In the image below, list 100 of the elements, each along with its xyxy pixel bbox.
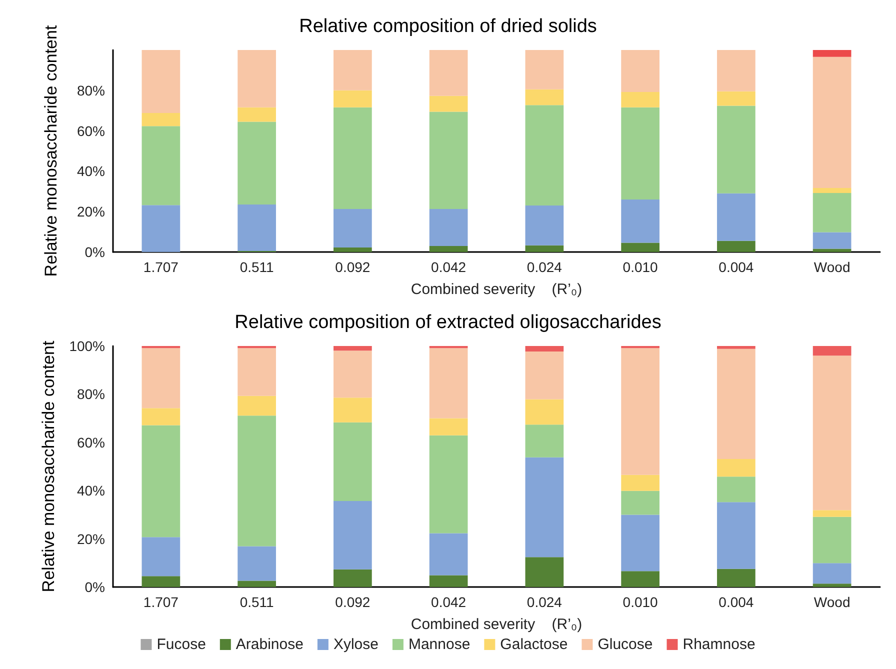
bar — [525, 50, 564, 90]
bar — [717, 91, 756, 106]
bar — [429, 50, 468, 96]
y-tick-label: 20% — [76, 204, 105, 220]
x-tick-label: 0.004 — [718, 259, 754, 275]
bar — [334, 248, 372, 252]
x-tick-label: 0.092 — [335, 259, 370, 275]
y-axis-title: Relative monosaccharide content — [38, 340, 58, 592]
bar — [621, 242, 660, 252]
bar — [717, 346, 756, 349]
bar — [717, 502, 756, 569]
y-tick-label: 40% — [76, 163, 105, 180]
bar — [238, 107, 276, 122]
y-tick-label: 60% — [76, 434, 105, 450]
bar — [812, 563, 852, 584]
legend-label: Xylose — [333, 636, 378, 653]
bar — [142, 113, 180, 126]
bar — [812, 232, 852, 249]
bar — [429, 418, 468, 436]
x-axis-title: Combined severity (R’₀) — [410, 281, 582, 298]
bar — [621, 50, 660, 92]
legend-label: Arabinose — [236, 636, 304, 653]
bar — [812, 584, 852, 587]
x-tick-label: 0.024 — [526, 259, 562, 275]
bar — [525, 206, 564, 246]
bar — [525, 89, 564, 106]
x-tick-label: 1.707 — [143, 594, 179, 610]
bar — [429, 208, 468, 246]
legend-label: Galactose — [500, 636, 568, 653]
bar — [525, 352, 564, 400]
bar — [238, 580, 276, 587]
bar — [525, 424, 564, 458]
bar — [238, 396, 276, 416]
bar — [334, 569, 372, 587]
bar — [525, 245, 564, 252]
y-tick-label: 80% — [76, 386, 105, 402]
bar — [812, 356, 852, 510]
bar — [238, 50, 276, 108]
bar — [621, 474, 660, 491]
x-tick-label: 0.042 — [431, 259, 466, 275]
x-tick-label: 0.511 — [240, 594, 274, 610]
bar — [525, 105, 564, 206]
y-tick-label: 80% — [76, 82, 105, 98]
bar — [812, 50, 852, 57]
bar — [812, 188, 852, 194]
bar — [621, 348, 660, 475]
legend-label: Glucose — [598, 636, 653, 653]
chart-title: Relative composition of extracted oligosaccharides — [234, 312, 662, 333]
y-axis-title: Relative monosaccharide content — [42, 25, 60, 277]
bar — [142, 205, 180, 252]
bar — [717, 568, 756, 587]
bar — [717, 193, 756, 241]
x-tick-label: 0.004 — [718, 594, 754, 610]
bar — [812, 56, 852, 188]
bar — [238, 348, 276, 396]
bar — [142, 576, 180, 587]
bar — [238, 546, 276, 581]
x-tick-label: 0.042 — [431, 594, 466, 610]
bar — [812, 346, 852, 356]
bar — [812, 193, 852, 232]
x-axis-title: Combined severity (R’₀) — [410, 616, 582, 633]
bar — [621, 490, 660, 515]
bar — [429, 575, 468, 587]
x-tick-label: 0.024 — [526, 594, 562, 610]
bar — [621, 514, 660, 572]
bar — [334, 422, 372, 501]
y-tick-label: 60% — [76, 122, 105, 139]
y-tick-label: 20% — [76, 530, 105, 547]
bar — [142, 50, 180, 114]
bar — [717, 459, 756, 477]
bar — [525, 346, 564, 352]
x-tick-label: Wood — [814, 594, 850, 610]
y-tick-label: 0% — [84, 244, 105, 260]
bar — [621, 107, 660, 200]
x-tick-label: 0.511 — [240, 259, 274, 275]
bar — [238, 122, 276, 205]
bar — [334, 398, 372, 422]
bar — [717, 106, 756, 194]
bar — [334, 346, 372, 351]
bar — [812, 516, 852, 564]
x-tick-label: 0.010 — [622, 594, 658, 610]
bar — [334, 208, 372, 248]
bar — [621, 199, 660, 243]
bar — [142, 408, 180, 426]
bar — [525, 399, 564, 425]
bar — [429, 348, 468, 418]
bar — [142, 126, 180, 206]
x-tick-label: 1.707 — [143, 259, 179, 275]
bar — [717, 240, 756, 252]
y-tick-label: 0% — [84, 579, 105, 595]
bar — [621, 92, 660, 108]
bar — [621, 571, 660, 587]
legend-label: Rhamnose — [682, 636, 756, 653]
bar — [525, 457, 564, 558]
legend-label: Mannose — [408, 636, 470, 653]
bar — [429, 435, 468, 534]
legend-label: Fucose — [156, 636, 206, 653]
bar — [429, 96, 468, 112]
x-tick-label: 0.010 — [622, 259, 658, 275]
bar — [717, 476, 756, 502]
